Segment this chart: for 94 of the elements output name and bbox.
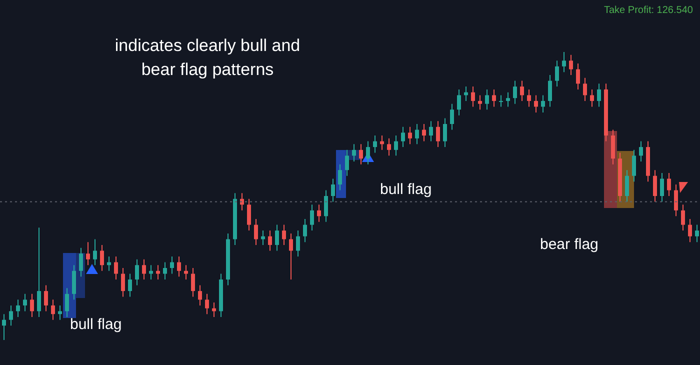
candlestick [177,256,181,278]
candlestick [653,170,657,202]
candlestick [345,149,349,176]
candlestick [282,224,286,246]
candlestick [394,135,398,156]
candlestick [471,86,475,108]
candlestick [128,273,132,298]
candlestick [695,224,699,243]
candlestick [247,198,251,232]
candlestick [114,256,118,280]
candlestick [268,230,272,252]
candlestick [450,103,454,130]
candlestick [310,204,314,232]
candlestick [184,264,188,280]
candlestick [289,232,293,280]
candlestick [23,293,27,312]
candlestick [254,218,258,246]
candlestick [100,244,104,272]
candlestick [443,118,447,148]
candlestick [667,172,671,196]
candlestick [492,88,496,108]
candlestick [9,304,13,326]
candlestick [163,262,167,280]
candlestick [478,94,482,110]
candlestick [660,172,664,202]
text: Take Profit: 126.540 [604,5,693,16]
candlestick [499,94,503,108]
candlestick [30,293,34,318]
candlestick [436,120,440,148]
candlestick [457,88,461,116]
candlestick [569,54,573,76]
candlestick [65,288,69,318]
candlestick [149,264,153,280]
candlestick [142,258,146,280]
candlestick [121,268,125,298]
candlestick [317,204,321,222]
candlestick [135,258,139,286]
candlestick [639,140,643,162]
annotation: bear flag [540,236,598,253]
candlestick [415,124,419,145]
candlestick [359,144,363,165]
candlestick [44,284,48,312]
candlestick [387,138,391,156]
candlestick [79,247,83,278]
candlestick [373,135,377,154]
candlestick [51,299,55,320]
candlestick [2,314,6,340]
candlestick [485,88,489,110]
candlestick [527,88,531,108]
candlestick [366,140,370,165]
candlestick [72,264,76,300]
candlestick [352,144,356,162]
candlestick [555,60,559,88]
candlestick [37,227,41,318]
candlestick [205,293,209,315]
chart-title: indicates clearly bull and bear flag patterns [114,35,302,81]
candlestick [324,190,328,222]
candlestick [331,178,335,202]
candlestick [408,126,412,145]
candlestick [688,218,692,243]
annotation: bull flag [380,181,432,198]
candlestick [576,63,580,90]
candlestick [401,126,405,148]
candlestick [590,88,594,108]
candlestick [303,218,307,243]
candlestick [156,264,160,280]
candlestick [534,94,538,113]
candlestick [170,256,174,274]
candlestick [513,80,517,104]
candlestick [632,149,636,182]
candlestick [93,238,97,266]
candlestick [429,120,433,142]
candlestick [674,184,678,217]
candlestick [548,74,552,108]
candlestick [422,124,426,142]
candlestick [520,80,524,102]
candlestick [58,304,62,320]
candlestick [583,77,587,102]
candlestick [296,230,300,257]
candlestick [86,242,90,266]
candlestick [506,92,510,108]
candlestick [16,299,20,318]
candlestick [541,94,545,113]
candlestick [191,268,195,298]
candlestick [625,170,629,202]
candlestick [198,284,202,306]
candlestick [107,256,111,272]
candlestick [338,164,342,191]
candlestick [562,52,566,73]
annotation: bull flag [70,316,122,333]
candlestick [597,83,601,108]
candlestick [681,204,685,232]
candlestick [275,224,279,252]
candlestick [611,129,615,165]
